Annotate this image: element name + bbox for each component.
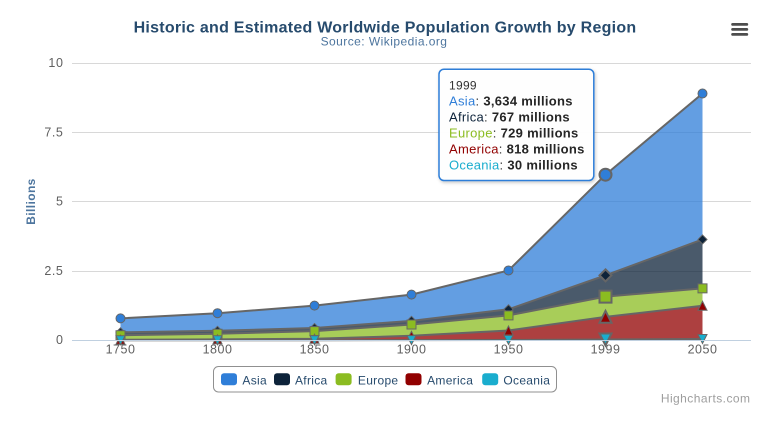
svg-text:Source: Wikipedia.org: Source: Wikipedia.org [321, 35, 448, 49]
svg-text:1950: 1950 [494, 343, 524, 357]
svg-text:Africa: 767 millions: Africa: 767 millions [449, 110, 570, 125]
svg-text:2050: 2050 [688, 343, 718, 357]
svg-text:10: 10 [48, 56, 63, 70]
svg-text:Historic and Estimated Worldwi: Historic and Estimated Worldwide Populat… [134, 20, 637, 37]
svg-text:Billions: Billions [24, 178, 38, 225]
svg-text:Highcharts.com: Highcharts.com [661, 392, 751, 406]
svg-text:1999: 1999 [449, 79, 477, 93]
svg-text:1999: 1999 [591, 343, 621, 357]
svg-text:Asia: Asia [242, 374, 267, 388]
svg-text:Asia: 3,634 millions: Asia: 3,634 millions [449, 94, 573, 109]
svg-text:2.5: 2.5 [44, 264, 63, 278]
svg-text:America: America [427, 374, 473, 388]
svg-text:Europe: 729 millions: Europe: 729 millions [449, 126, 579, 141]
svg-text:Oceania: 30 millions: Oceania: 30 millions [449, 158, 578, 173]
svg-text:0: 0 [56, 333, 64, 347]
svg-text:America: 818 millions: America: 818 millions [449, 142, 585, 157]
svg-text:1800: 1800 [203, 343, 233, 357]
svg-text:5: 5 [56, 195, 64, 209]
svg-text:1850: 1850 [300, 343, 330, 357]
svg-text:1750: 1750 [106, 343, 136, 357]
svg-text:1900: 1900 [397, 343, 427, 357]
svg-text:Oceania: Oceania [503, 374, 550, 388]
svg-text:Europe: Europe [358, 374, 399, 388]
svg-text:Africa: Africa [295, 374, 327, 388]
svg-text:7.5: 7.5 [44, 126, 63, 140]
